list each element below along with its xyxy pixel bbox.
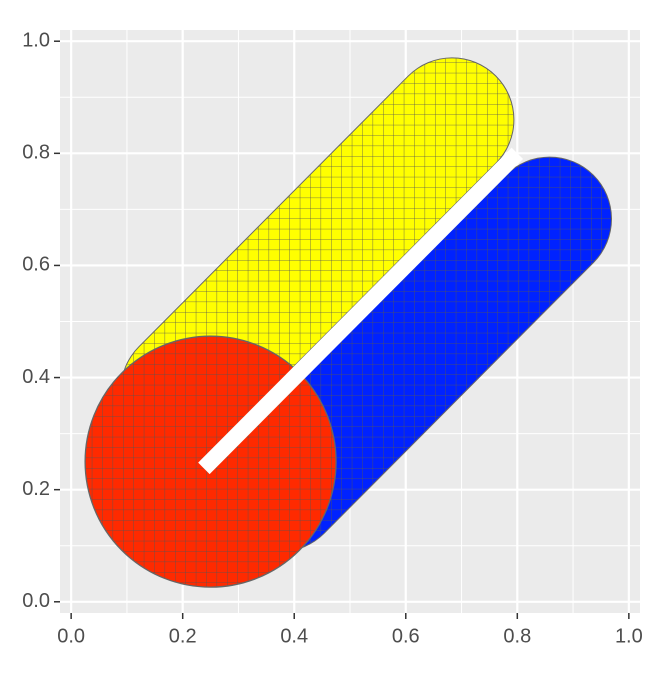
band-shape bbox=[198, 147, 524, 475]
y-tick-label: 0.2 bbox=[22, 478, 50, 500]
y-tick-label: 0.8 bbox=[22, 142, 50, 164]
x-tick-label: 0.6 bbox=[392, 625, 420, 647]
x-tick-label: 0.0 bbox=[57, 625, 85, 647]
x-tick-label: 0.8 bbox=[503, 625, 531, 647]
y-tick-label: 0.4 bbox=[22, 366, 50, 388]
y-tick-label: 0.6 bbox=[22, 254, 50, 276]
y-tick-label: 0.0 bbox=[22, 590, 50, 612]
x-tick-label: 0.2 bbox=[169, 625, 197, 647]
x-tick-label: 0.4 bbox=[280, 625, 308, 647]
x-tick-label: 1.0 bbox=[615, 625, 643, 647]
y-tick-label: 1.0 bbox=[22, 29, 50, 51]
